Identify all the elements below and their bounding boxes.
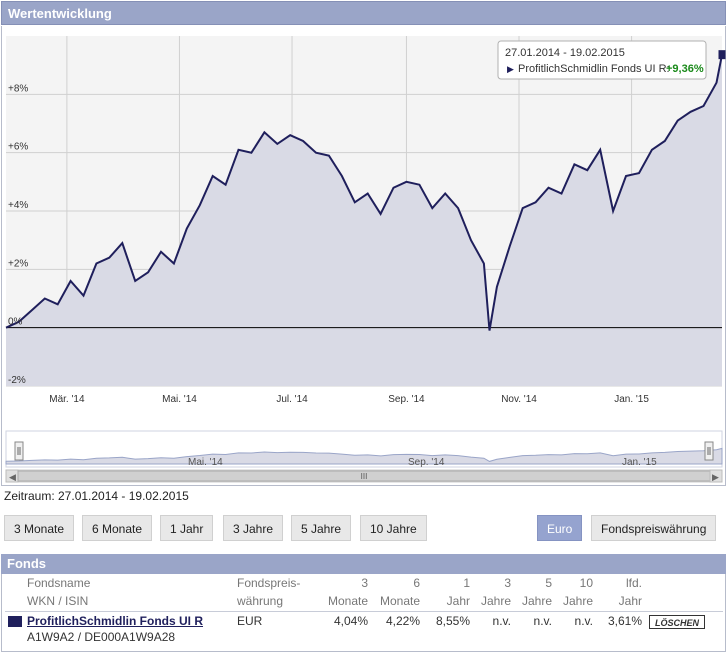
return-10y: n.v. (574, 614, 593, 628)
y-tick-label: +2% (8, 258, 28, 269)
x-tick-label: Jan. '15 (614, 394, 649, 405)
table-title: Fonds (1, 554, 726, 574)
y-tick-label: -2% (8, 375, 26, 386)
period-button-1y[interactable]: 1 Jahr (160, 515, 214, 541)
y-tick-label: +6% (8, 142, 28, 153)
tooltip-date-range: 27.01.2014 - 19.02.2015 (505, 47, 625, 59)
return-1y: 8,55% (435, 614, 470, 628)
series-end-marker[interactable] (718, 50, 726, 60)
series-area (6, 54, 722, 386)
column-header: 3 Jahre (480, 576, 511, 608)
tooltip-box (497, 40, 707, 80)
period-button-3m[interactable]: 3 Monate (4, 515, 75, 541)
x-tick-label: Nov. '14 (501, 394, 537, 405)
x-tick-label: Jul. '14 (276, 394, 308, 405)
y-axis: -2% 0% +2% +4% +6% +8% (8, 83, 28, 386)
navigator-right-handle[interactable] (704, 441, 714, 461)
period-button-10y[interactable]: 10 Jahre (360, 515, 427, 541)
delete-button[interactable]: LÖSCHEN (649, 615, 705, 629)
period-button-6m[interactable]: 6 Monate (82, 515, 153, 541)
return-ytd: 3,61% (607, 614, 642, 628)
x-tick-label: Mär. '14 (49, 394, 85, 405)
fund-table: Fondsname WKN / ISIN Fondspreis-währung 3… (1, 574, 726, 652)
row-divider (5, 611, 723, 612)
chart-container: -2% 0% +2% +4% +6% +8% Mär. '14 Mai. '14 Jul. '… (1, 26, 726, 486)
navigator[interactable]: Mai. '14 Sep. '14 Jan. '15 (5, 430, 723, 468)
chevron-right-icon: ▶ (712, 472, 719, 482)
tooltip-fund-name: ProfitlichSchmidlin Fonds UI R: (518, 63, 670, 75)
currency-button-euro[interactable]: Euro (537, 515, 583, 541)
return-6m: 4,22% (385, 614, 420, 628)
currency-button-fund[interactable]: Fondspreiswährung (591, 515, 717, 541)
navigator-label: Sep. '14 (408, 457, 445, 468)
performance-chart[interactable]: -2% 0% +2% +4% +6% +8% Mär. '14 Mai. '14 Jul. '… (2, 26, 727, 486)
scroll-right-button[interactable] (709, 469, 723, 483)
column-header: 1 Jahr (446, 576, 470, 608)
x-tick-label: Sep. '14 (388, 394, 425, 405)
period-button-5y[interactable]: 5 Jahre (291, 515, 352, 541)
column-header: 3 Monate (327, 576, 368, 608)
series-color-swatch (8, 616, 22, 627)
panel-title: Wertentwicklung (1, 1, 726, 25)
period-button-3y[interactable]: 3 Jahre (223, 515, 284, 541)
navigator-label: Jan. '15 (622, 457, 657, 468)
y-tick-label: +4% (8, 200, 28, 211)
column-header: Fondsname WKN / ISIN (27, 576, 91, 608)
column-header: lfd. Jahr (618, 576, 642, 608)
return-5y: n.v. (533, 614, 552, 628)
y-tick-label: 0% (8, 317, 23, 328)
column-header: 6 Monate (379, 576, 420, 608)
column-header: 10 Jahre (562, 576, 593, 608)
x-tick-label: Mai. '14 (162, 394, 197, 405)
tooltip-value: +9,36% (666, 63, 704, 75)
chevron-left-icon: ◀ (9, 472, 16, 482)
fund-name-link[interactable]: ProfitlichSchmidlin Fonds UI R (27, 614, 204, 628)
scrollbar[interactable]: ◀ III ▶ (5, 469, 723, 483)
tooltip-bullet-icon: ▶ (507, 64, 514, 74)
x-axis: Mär. '14 Mai. '14 Jul. '14 Sep. '14 Nov. '14… (49, 394, 649, 405)
tooltip: 27.01.2014 - 19.02.2015 ▶ ProfitlichSchm… (497, 40, 707, 80)
return-3m: 4,04% (333, 614, 368, 628)
y-tick-label: +8% (8, 83, 28, 94)
navigator-area (5, 447, 723, 465)
navigator-label: Mai. '14 (188, 457, 223, 468)
navigator-left-handle[interactable] (14, 441, 24, 461)
column-header: 5 Jahre (521, 576, 552, 608)
scrollbar-grip-icon: III (361, 472, 368, 481)
period-label: Zeitraum: 27.01.2014 - 19.02.2015 (4, 489, 189, 503)
return-3y: n.v. (492, 614, 511, 628)
fund-wkn-isin: A1W9A2 / DE000A1W9A28 (27, 630, 176, 644)
fund-currency: EUR (237, 614, 263, 628)
series-line[interactable] (5, 54, 723, 331)
column-header: Fondspreis-währung (237, 576, 301, 608)
